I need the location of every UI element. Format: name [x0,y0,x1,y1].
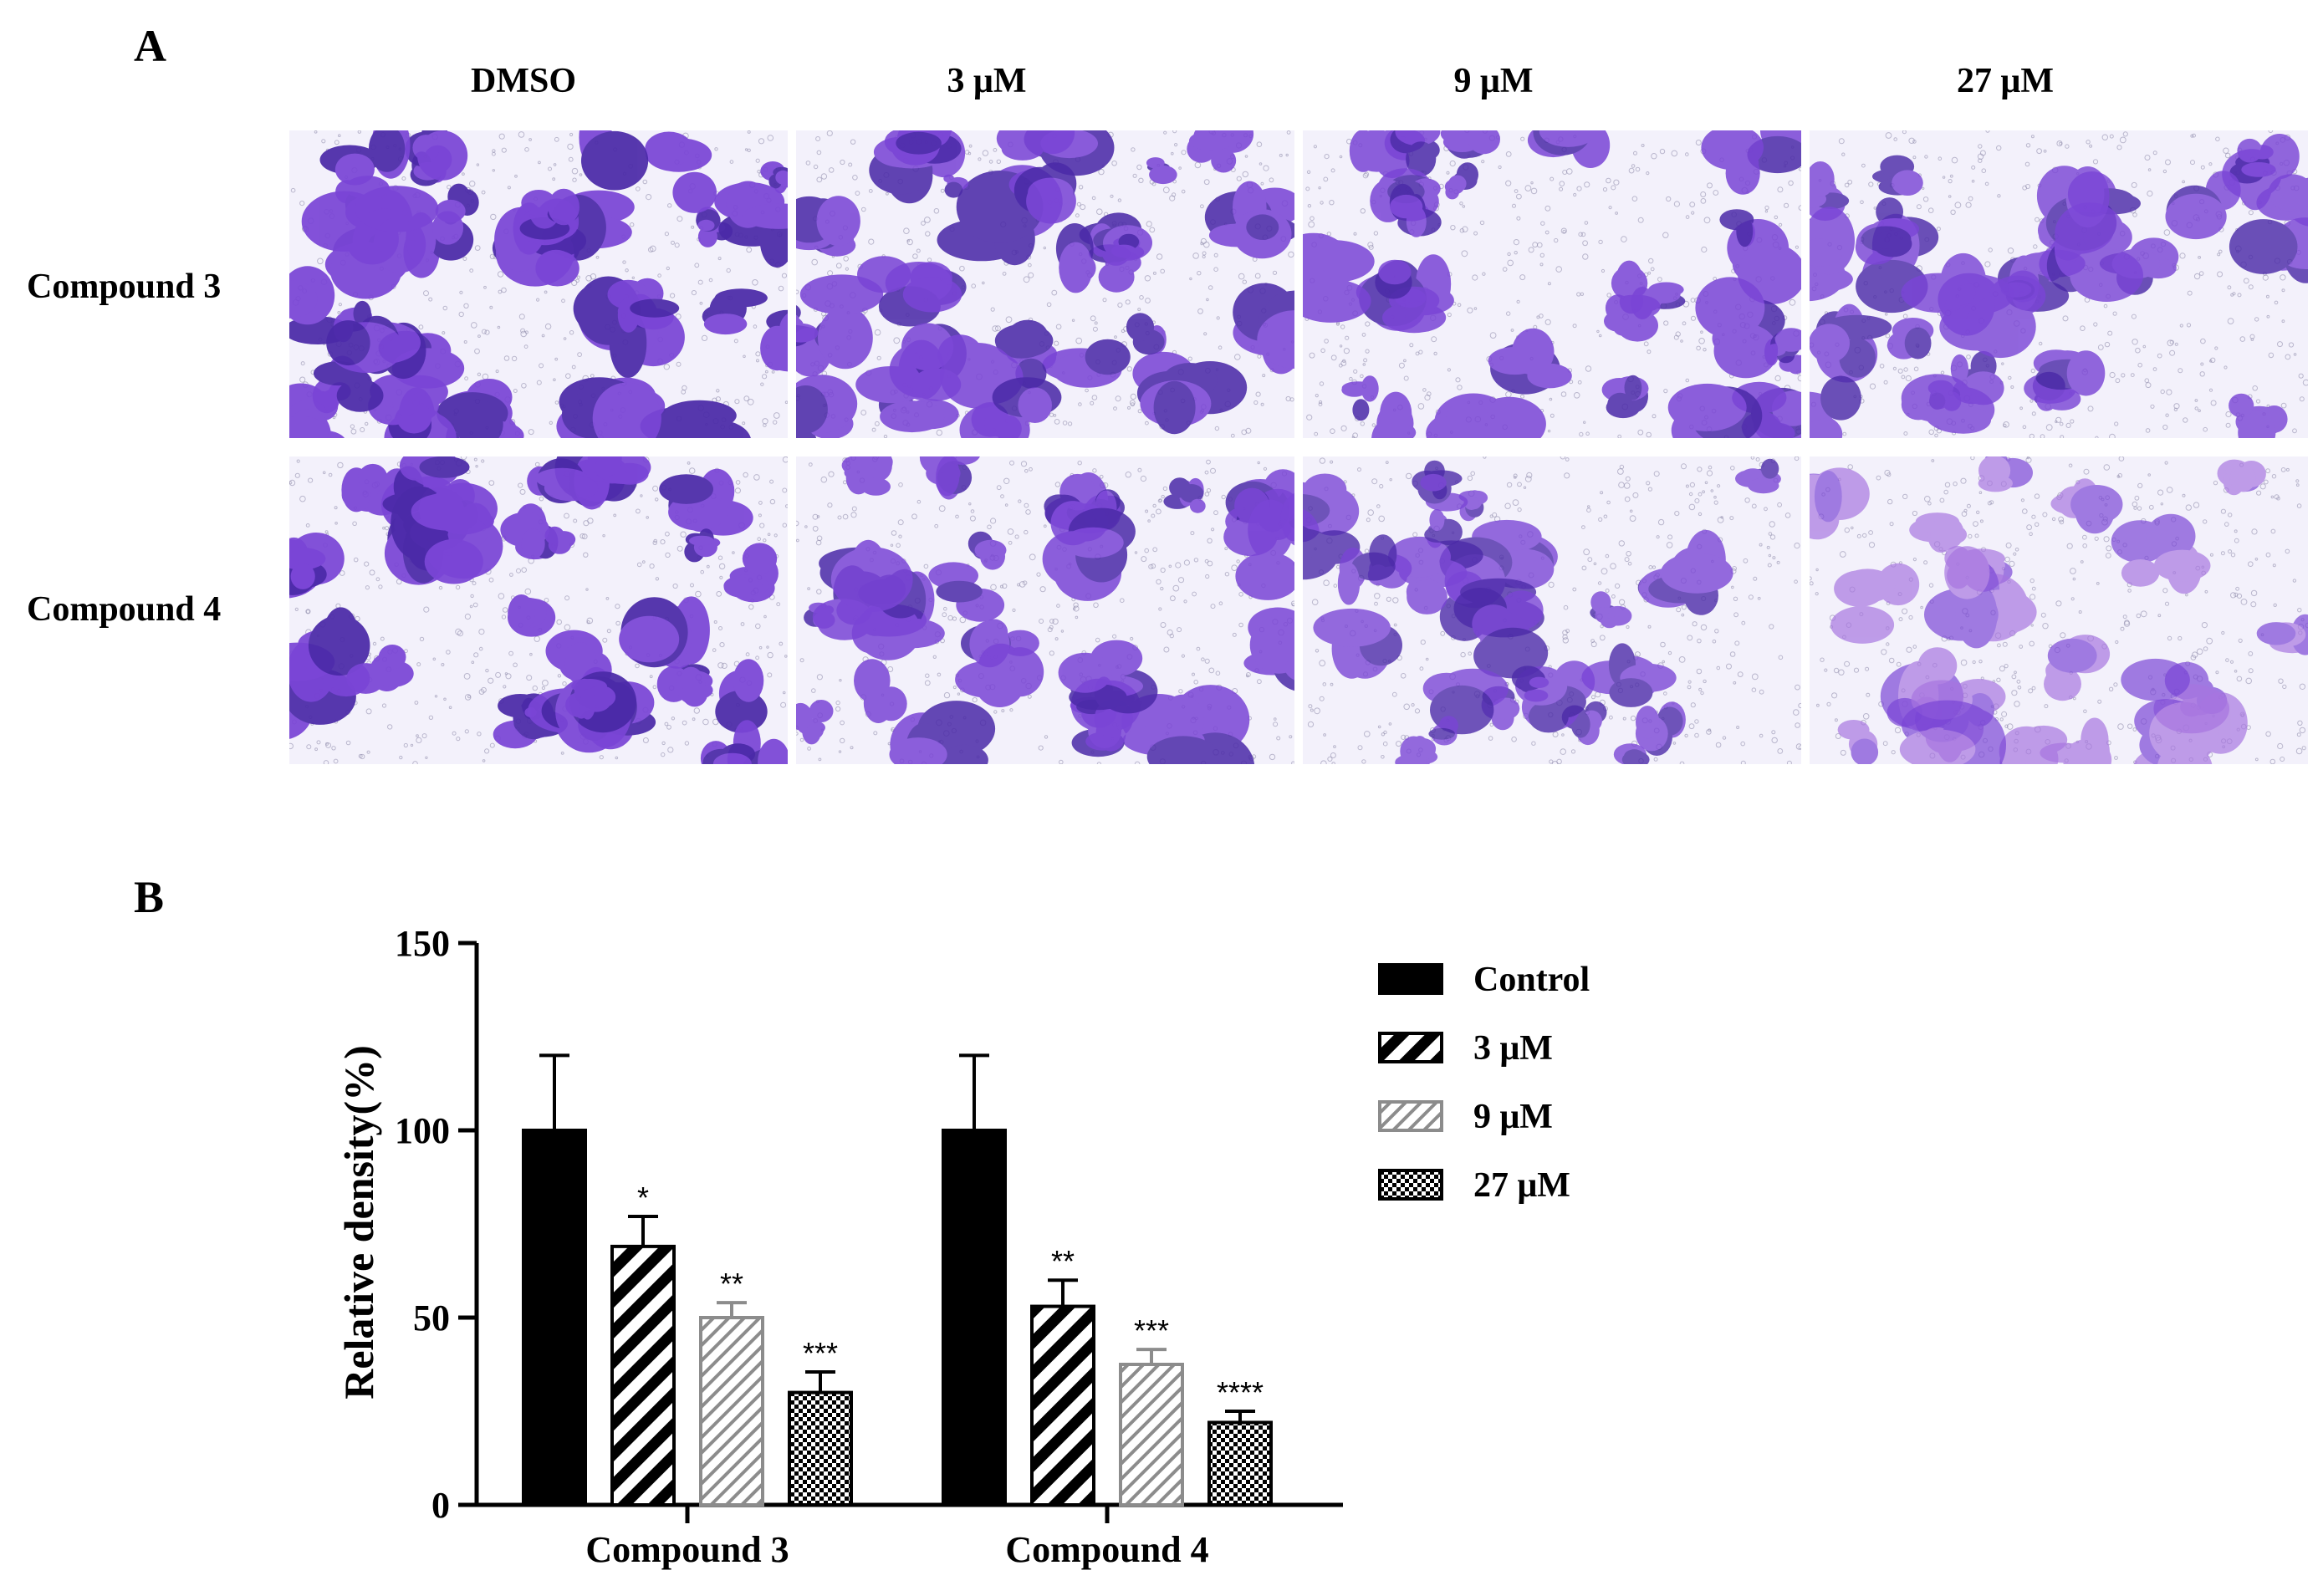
significance-label: *** [803,1336,838,1370]
y-tick-label: 100 [395,1110,450,1151]
row-header-compound-4: Compound 4 [27,590,222,629]
micrograph-compound4-3um [796,456,1294,764]
column-header-9um: 9 μM [1453,62,1534,100]
x-tick-label: Compound 3 [585,1529,789,1570]
micrograph-texture [1810,130,2308,438]
y-tick-label: 50 [413,1298,450,1338]
micrograph-compound3-3um [796,130,1294,438]
bar [1030,1304,1095,1507]
panel-a-letter: A [134,21,166,71]
y-axis-label: Relative density(%) [335,1045,382,1400]
legend-swatch [1378,1169,1443,1201]
legend-label: Control [1473,961,1590,999]
x-tick-label: Compound 4 [1005,1529,1208,1570]
micrograph-texture [289,456,788,764]
legend-label: 27 μM [1473,1166,1570,1205]
legend-label: 3 μM [1473,1029,1553,1068]
micrograph-texture [1810,456,2308,764]
legend-swatch [1378,1032,1443,1063]
significance-label: * [637,1180,649,1215]
legend-swatch [1378,963,1443,995]
micrograph-texture [796,456,1294,764]
micrograph-texture [289,130,788,438]
row-header-compound-3: Compound 3 [27,268,222,306]
significance-label: *** [1134,1313,1169,1348]
micrograph-texture [1303,456,1801,764]
significance-label: ** [1051,1244,1075,1278]
micrograph-compound4-dmso [289,456,788,764]
bar [1207,1420,1273,1507]
bar [1119,1363,1184,1507]
bar [788,1390,853,1507]
y-tick-label: 0 [431,1485,450,1526]
legend: Control 3 μM 9 μM 27 μM [1378,961,1590,1205]
significance-label: ** [720,1267,743,1301]
micrograph-compound4-9um [1303,456,1801,764]
legend-swatch [1378,1100,1443,1132]
micrograph-texture [1303,130,1801,438]
micrograph-compound4-27um [1810,456,2308,764]
significance-label: **** [1217,1375,1264,1410]
micrograph-compound3-dmso [289,130,788,438]
micrograph-compound3-9um [1303,130,1801,438]
micrograph-compound3-27um [1810,130,2308,438]
axes: 0 50 100 150 Compound 3 Compound 4 [395,923,1343,1570]
panel-b-letter: B [134,872,165,922]
bar [522,1129,587,1507]
y-tick-label: 150 [395,923,450,964]
bar [610,1244,676,1507]
micrograph-texture [796,130,1294,438]
bar [942,1129,1007,1507]
bars: *************** [522,1053,1273,1507]
bar [699,1316,764,1507]
column-header-dmso: DMSO [471,62,576,100]
legend-label: 9 μM [1473,1098,1553,1136]
column-header-3um: 3 μM [947,62,1027,100]
column-header-27um: 27 μM [1957,62,2054,100]
